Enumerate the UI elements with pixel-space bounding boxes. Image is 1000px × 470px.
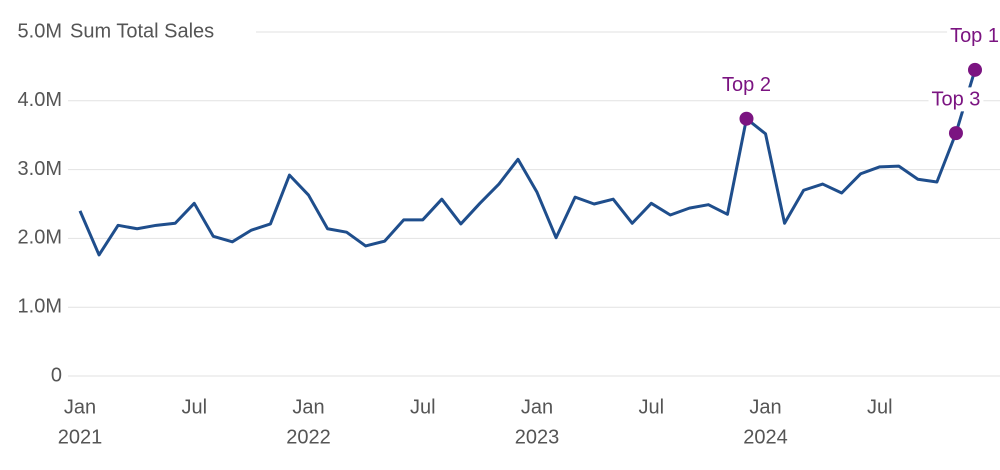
x-tick-year: 2024 <box>743 426 788 448</box>
x-tick-label: Jul <box>181 396 207 418</box>
highlight-point <box>968 62 982 77</box>
highlight-point <box>948 126 963 141</box>
annotation-background <box>928 87 984 112</box>
x-tick-label: Jan <box>521 396 553 418</box>
annotation-label: Top 1 <box>950 25 999 47</box>
annotation-background <box>947 24 1000 49</box>
x-tick-year: 2021 <box>58 426 103 448</box>
highlight-point <box>739 111 754 126</box>
x-tick-year: 2022 <box>286 426 331 448</box>
title-background <box>64 18 256 46</box>
y-tick-label: 5.0M <box>18 20 62 42</box>
y-axis-title: Sum Total Sales <box>70 20 214 42</box>
x-tick-label: Jul <box>638 396 664 418</box>
data-line <box>78 69 977 257</box>
plot: 0 1.0M 2.0M 3.0M 4.0M 5.0M Jan 2021 Jul Jan 2022 Ju… <box>18 20 1000 448</box>
y-tick-label: 3.0M <box>18 158 62 180</box>
annotation-label: Top 2 <box>722 74 771 96</box>
x-tick-label: Jul <box>867 396 893 418</box>
x-tick-label: Jan <box>64 396 96 418</box>
y-tick-label: 1.0M <box>18 295 62 317</box>
annotation-label: Top 3 <box>931 88 980 110</box>
x-tick-label: Jan <box>749 396 781 418</box>
y-tick-label: 0 <box>51 364 62 386</box>
annotation-background <box>719 72 774 97</box>
x-tick-year: 2023 <box>515 426 560 448</box>
y-tick-label: 2.0M <box>18 227 62 249</box>
y-tick-label: 4.0M <box>18 89 62 111</box>
x-tick-label: Jul <box>410 396 436 418</box>
x-tick-label: Jan <box>292 396 324 418</box>
